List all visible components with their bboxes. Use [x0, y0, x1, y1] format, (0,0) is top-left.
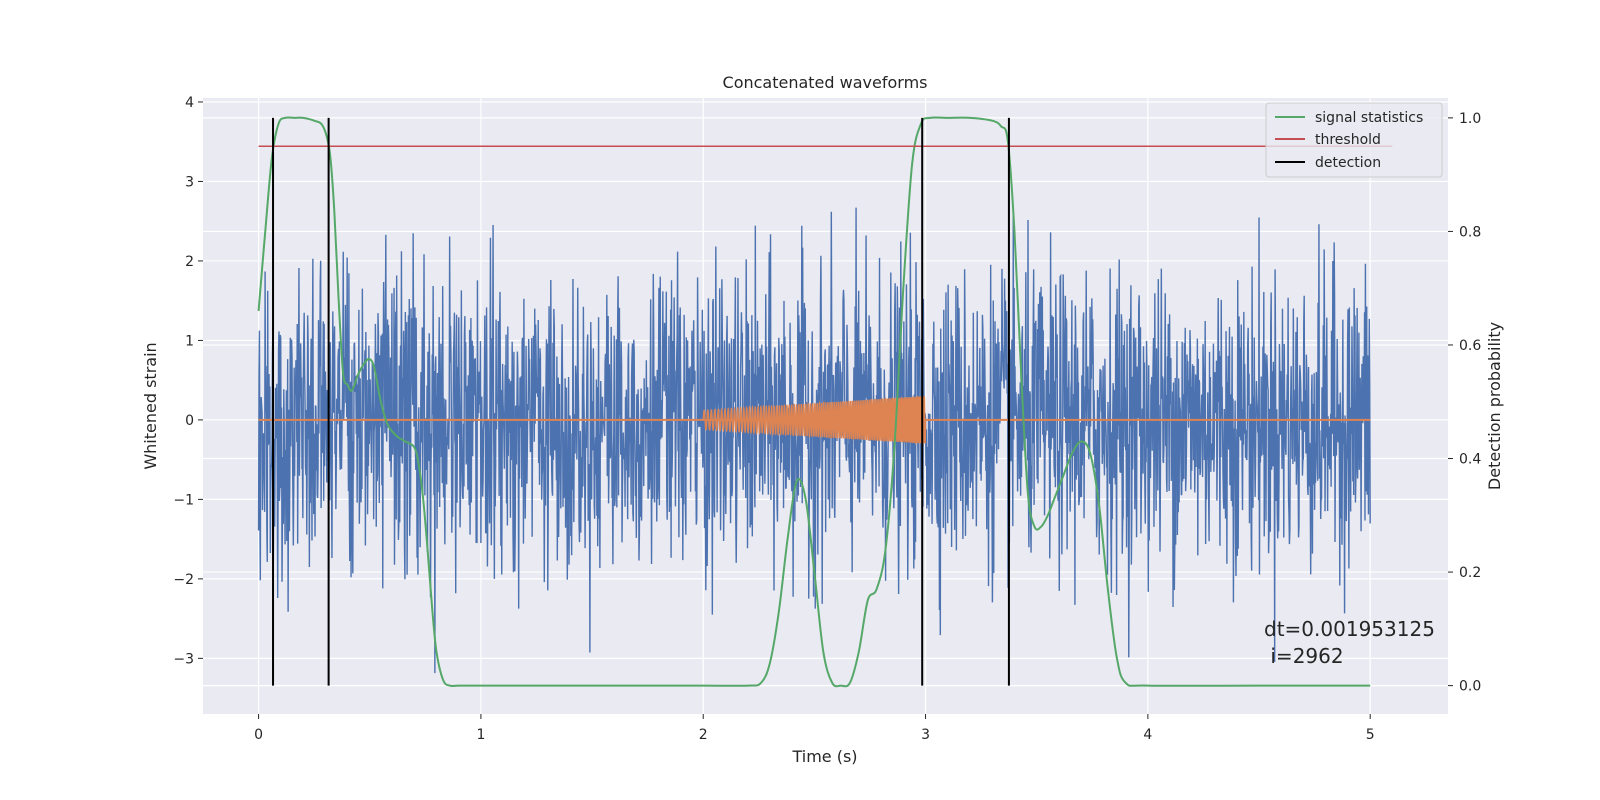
annotation-dt: dt=0.001953125	[1264, 617, 1435, 641]
legend: signal statistics threshold detection	[1265, 102, 1443, 178]
x-tick-label-1: 1	[476, 727, 485, 743]
x-tick-label-4: 4	[1143, 727, 1152, 743]
y2-tick-label-5: 1.0	[1459, 111, 1481, 127]
legend-box	[1265, 102, 1443, 178]
x-tick-label-3: 3	[921, 727, 930, 743]
y-tick-label-3: 0	[185, 413, 194, 429]
tick-marks: 0 1 2 3 4 5 −3 −2 −1 0 1 2 3 4 0.0 0.2 0.4 0.6 0.8 1.0	[173, 95, 1481, 743]
x-axis-label: Time (s)	[791, 747, 857, 766]
legend-label-detection: detection	[1315, 155, 1381, 171]
y2-tick-label-2: 0.4	[1459, 452, 1481, 468]
legend-label-statistics: signal statistics	[1315, 110, 1423, 126]
y2-tick-label-1: 0.2	[1459, 565, 1481, 581]
chart-title: Concatenated waveforms	[723, 73, 928, 92]
y-axis-label: Whitened strain	[141, 342, 160, 469]
y-tick-label-6: 3	[185, 174, 194, 190]
y-tick-label-5: 2	[185, 254, 194, 270]
statistics-series	[257, 116, 1371, 688]
y2-tick-label-3: 0.6	[1459, 338, 1481, 354]
injection-series	[258, 395, 1371, 446]
legend-label-threshold: threshold	[1315, 132, 1381, 148]
y-tick-label-2: −1	[173, 492, 194, 508]
detection-lines	[272, 117, 1010, 686]
y2-axis-label: Detection probability	[1485, 322, 1504, 490]
y-tick-label-1: −2	[173, 572, 194, 588]
strain-series	[257, 207, 1371, 674]
statistics-line	[257, 116, 1371, 688]
y-tick-label-0: −3	[173, 651, 194, 667]
injection-chirp	[702, 395, 927, 446]
x-tick-label-0: 0	[254, 727, 263, 743]
y2-tick-label-0: 0.0	[1459, 679, 1481, 695]
y2-tick-label-4: 0.8	[1459, 224, 1481, 240]
strain-line	[257, 207, 1371, 674]
annotation-index: i=2962	[1264, 644, 1344, 668]
x-tick-label-5: 5	[1366, 727, 1375, 743]
y-tick-label-4: 1	[185, 333, 194, 349]
x-tick-label-2: 2	[699, 727, 708, 743]
y-tick-label-7: 4	[185, 95, 194, 111]
